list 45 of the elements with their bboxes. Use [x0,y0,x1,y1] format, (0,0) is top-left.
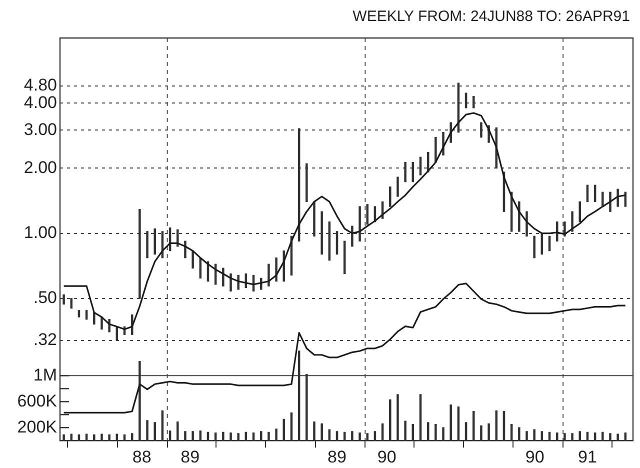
bar [62,294,65,305]
x-tick-label: 89 [180,447,200,466]
bar [192,250,194,268]
x-tick-label: 90 [377,447,396,466]
bar [138,209,141,299]
y2-tick-label: 1M [33,365,57,384]
bar [366,204,368,225]
bar [404,162,406,182]
bar [222,268,224,286]
y-tick-label: 4.00 [24,92,57,112]
bar [480,122,482,138]
bar [313,201,316,236]
bar [533,236,536,258]
y-tick-label: 3.00 [24,120,57,139]
y-tick-label: .32 [33,330,57,349]
x-tick-label: 91 [578,447,597,466]
x-tick-label: 90 [525,447,544,466]
bar [518,201,520,232]
bar [146,231,148,258]
bar [609,192,612,212]
bar [320,211,323,255]
bar [602,192,604,207]
bar [389,186,392,207]
y-tick-label: 4.80 [24,76,57,95]
bar [351,226,354,247]
y2-tick-label: 200K [17,417,58,436]
bar [578,201,582,222]
bar [176,229,179,247]
x-tick-label: 89 [328,447,346,466]
bar [358,206,361,242]
chart-title: WEEKLY FROM: 24JUN88 TO: 26APR91 [352,8,630,25]
bar [616,188,619,207]
bar [268,264,270,286]
y-tick-label: .50 [33,288,57,308]
bar [472,96,475,108]
y-tick-label: 2.00 [24,158,57,177]
bar [78,310,80,318]
y-tick-label: 1.00 [24,222,57,242]
bar [434,136,437,163]
x-tick-label: 88 [132,447,152,466]
bar [154,228,156,255]
bar [571,211,574,232]
bar [396,176,399,197]
bar [306,163,308,202]
y2-tick-label: 600K [17,391,58,410]
